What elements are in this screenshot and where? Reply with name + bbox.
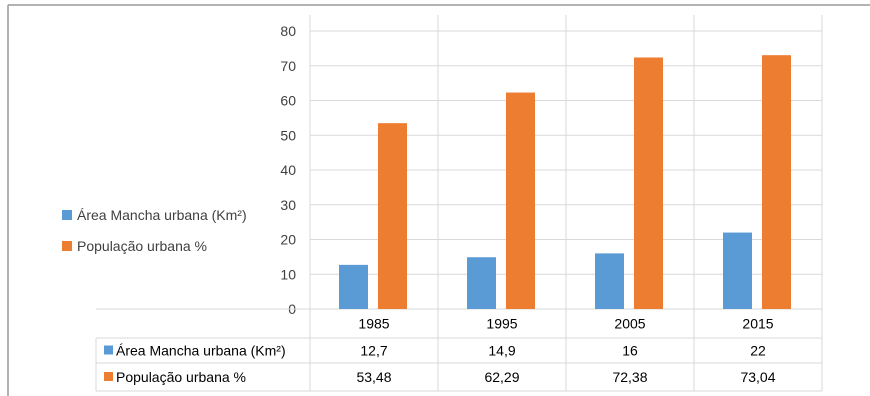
table-cell-value: 62,29 [484, 369, 519, 385]
table-swatch-area [104, 345, 113, 355]
bar-population-2015 [762, 55, 791, 309]
y-tick-label: 20 [280, 232, 296, 248]
bar-area-1985 [339, 264, 368, 309]
category-label-1985: 1985 [358, 316, 389, 332]
table-cell-value: 16 [622, 343, 638, 359]
y-tick-label: 40 [280, 162, 296, 178]
bar-area-1995 [467, 257, 496, 309]
category-label-1995: 1995 [486, 316, 517, 332]
bar-population-1995 [506, 92, 535, 309]
legend-label-population: População urbana % [77, 238, 207, 254]
y-tick-label: 60 [280, 93, 296, 109]
table-swatch-population [104, 372, 113, 381]
bar-population-2005 [634, 57, 663, 310]
y-tick-label: 70 [280, 58, 296, 74]
legend-item-area: Área Mancha urbana (Km²) [62, 207, 247, 223]
legend-swatch-population [62, 241, 72, 251]
table-row-label-population: População urbana % [116, 369, 246, 385]
legend-item-population: População urbana % [62, 238, 207, 254]
bar-area-2015 [723, 232, 752, 309]
category-label-2005: 2005 [614, 316, 645, 332]
y-tick-label: 30 [280, 197, 296, 213]
table-cell-value: 53,48 [356, 369, 391, 385]
table-cell-value: 22 [750, 343, 766, 359]
category-label-2015: 2015 [742, 316, 773, 332]
legend-swatch-area [62, 210, 72, 220]
bar-area-2005 [595, 253, 624, 309]
table-cell-value: 72,38 [612, 369, 647, 385]
y-tick-label: 50 [280, 127, 296, 143]
table-cell-value: 73,04 [740, 369, 775, 385]
table-cell-value: 12,7 [360, 343, 387, 359]
table-cell-value: 14,9 [488, 343, 515, 359]
table-row-label-area: Área Mancha urbana (Km²) [116, 343, 286, 359]
legend-label-area: Área Mancha urbana (Km²) [77, 207, 247, 223]
y-tick-label: 10 [280, 266, 296, 282]
y-tick-label: 80 [280, 23, 296, 39]
bar-population-1985 [378, 123, 407, 309]
